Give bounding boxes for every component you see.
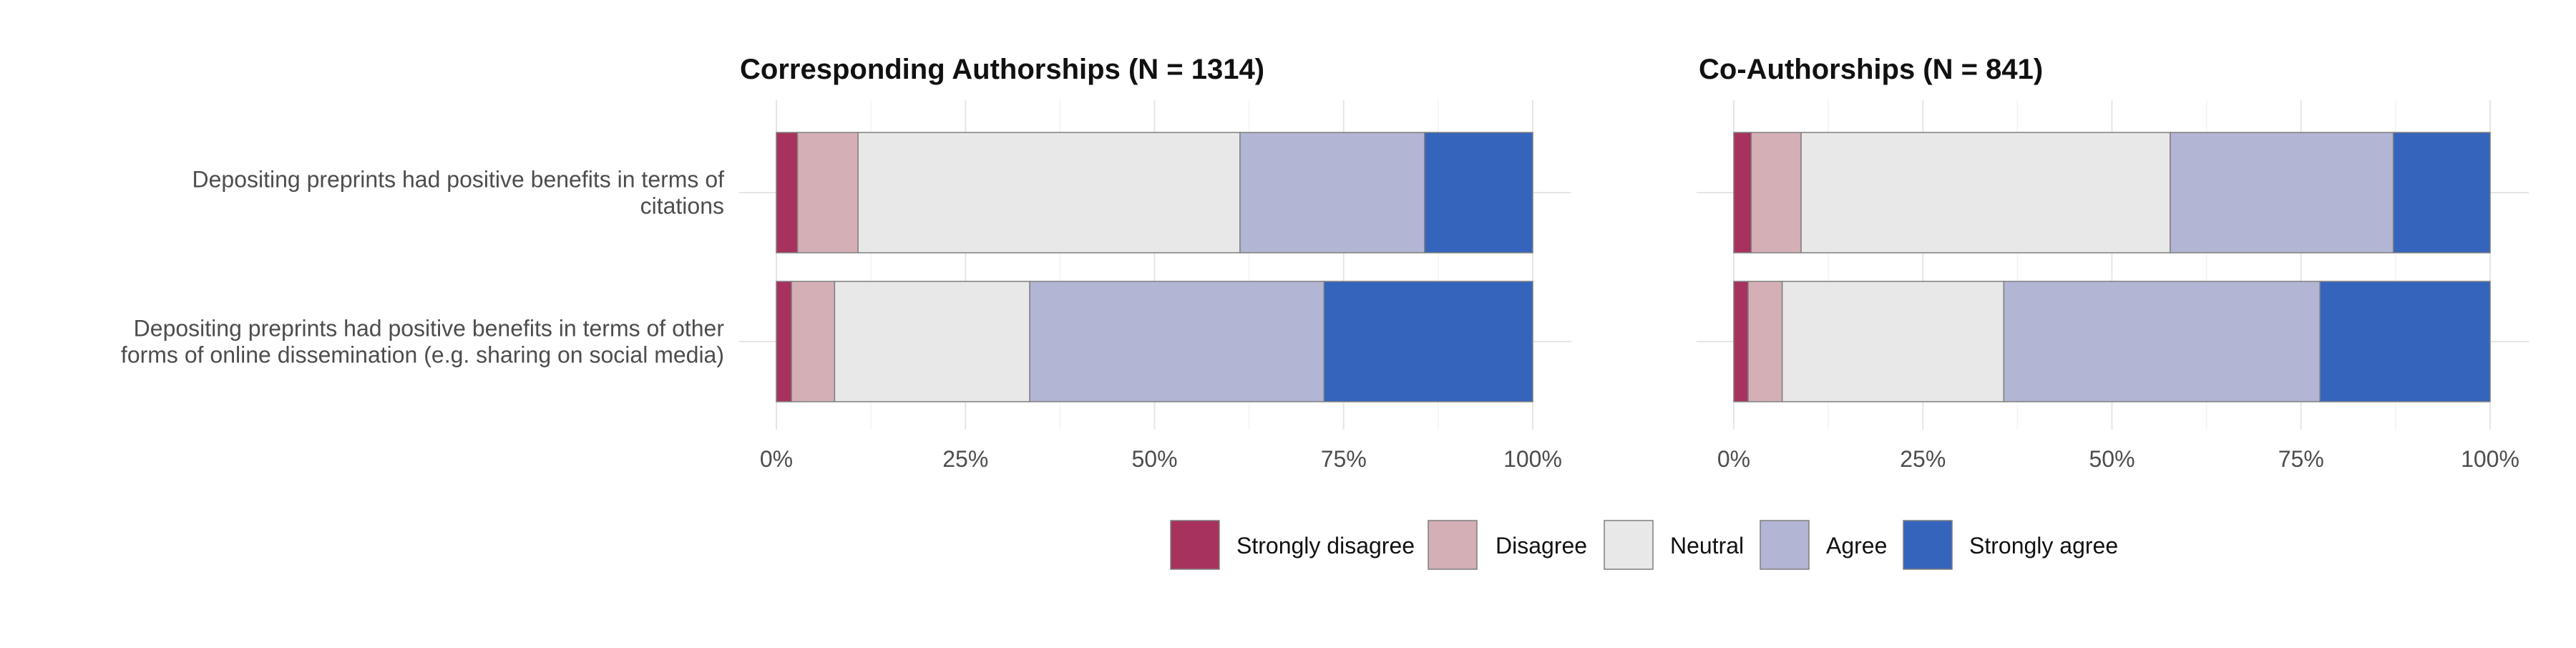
bar-segment-disagree — [791, 281, 836, 402]
bar-segment-disagree — [1750, 132, 1802, 253]
legend-label-strongly-agree: Strongly agree — [1969, 533, 2118, 558]
y-category-label: Depositing preprints had positive benefi… — [134, 316, 725, 342]
x-tick-label: 0% — [1717, 446, 1750, 472]
panel-corresponding-authorships: Corresponding Authorships (N = 1314) 0% 25… — [121, 54, 1571, 472]
legend-label-agree: Agree — [1826, 533, 1887, 558]
bar-segment-neutral — [857, 132, 1241, 253]
legend-label-strongly-disagree: Strongly disagree — [1236, 533, 1415, 558]
bar-segment-strongly-disagree — [1733, 281, 1749, 402]
x-tick-label: 50% — [1131, 446, 1177, 472]
bar-segment-strongly-agree — [1424, 132, 1533, 253]
x-tick-label: 75% — [1321, 446, 1367, 472]
panel-title: Co-Authorships (N = 841) — [1699, 54, 2043, 85]
bar-segment-disagree — [1747, 281, 1783, 402]
legend-label-neutral: Neutral — [1670, 533, 1744, 558]
x-tick-label: 75% — [2278, 446, 2324, 472]
panel-co-authorships: Co-Authorships (N = 841) 0% 25% 50% 75% 100% — [1697, 54, 2529, 472]
legend-label-disagree: Disagree — [1496, 533, 1587, 558]
y-category-label: citations — [640, 193, 724, 219]
bar-segment-strongly-disagree — [776, 281, 792, 402]
x-tick-label: 100% — [2461, 446, 2519, 472]
x-tick-label: 25% — [942, 446, 988, 472]
legend-swatch-neutral — [1604, 520, 1654, 570]
x-tick-label: 0% — [760, 446, 793, 472]
bar-segment-neutral — [1781, 281, 2005, 402]
bar-segment-neutral — [1800, 132, 2171, 253]
legend: Strongly disagree Disagree Neutral Agree Str… — [1170, 520, 2118, 570]
bar-segment-strongly-agree — [1323, 281, 1533, 402]
x-tick-label: 100% — [1503, 446, 1562, 472]
bar-segment-agree — [2170, 132, 2394, 253]
x-tick-label: 50% — [2089, 446, 2135, 472]
bar-segment-strongly-disagree — [1733, 132, 1752, 253]
bar-segment-agree — [2003, 281, 2321, 402]
y-category-label: forms of online dissemination (e.g. shar… — [121, 342, 724, 368]
bar-segment-agree — [1239, 132, 1425, 253]
y-category-label: Depositing preprints had positive benefi… — [192, 167, 725, 193]
bar-segment-disagree — [796, 132, 859, 253]
bar-segment-agree — [1029, 281, 1325, 402]
panel-title: Corresponding Authorships (N = 1314) — [740, 54, 1264, 85]
bar-segment-strongly-agree — [2319, 281, 2491, 402]
bar-segment-strongly-agree — [2392, 132, 2491, 253]
legend-swatch-strongly-disagree — [1170, 520, 1220, 570]
legend-swatch-disagree — [1428, 520, 1478, 570]
x-tick-label: 25% — [1900, 446, 1946, 472]
legend-swatch-agree — [1760, 520, 1810, 570]
bar-segment-neutral — [834, 281, 1030, 402]
legend-swatch-strongly-agree — [1903, 520, 1953, 570]
bar-segment-strongly-disagree — [776, 132, 799, 253]
